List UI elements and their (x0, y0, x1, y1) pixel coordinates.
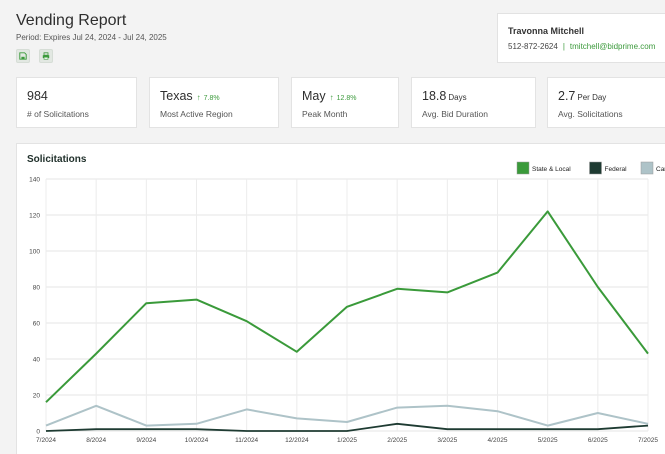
stat-unit: Days (448, 93, 467, 102)
y-tick-label: 0 (36, 429, 40, 436)
solicitations-line-chart: 0 20 40 60 80 100 120 140 7/2024 8/2024 9/2024 10/2… (29, 161, 665, 444)
series-line-canada (45, 404, 649, 427)
account-contact-card: Travonna Mitchell 512-872-2624 | tmitchell… (497, 13, 665, 63)
print-button[interactable] (39, 49, 53, 63)
y-tick-label: 20 (33, 393, 41, 400)
x-tick-label: 3/2025 (437, 437, 457, 444)
legend-swatch (516, 161, 530, 175)
x-tick-label: 5/2025 (538, 437, 558, 444)
x-tick-label: 7/2025 (638, 437, 658, 444)
arrow-up-icon: ↑ (196, 93, 201, 102)
stat-value: 984 (27, 89, 48, 103)
stat-value: May (302, 89, 326, 103)
stat-value: Texas (160, 89, 193, 103)
stat-card-avg-solicitations: 2.7 Per Day Avg. Solicitations (547, 77, 665, 128)
x-tick-label: 9/2024 (136, 437, 156, 444)
stat-delta: 7.8% (203, 95, 220, 102)
legend-swatch (640, 161, 654, 175)
stat-card-peak-month: May ↑ 12.8% Peak Month (291, 77, 399, 128)
y-tick-label: 60 (33, 321, 41, 328)
y-tick-label: 120 (29, 213, 40, 220)
y-tick-label: 80 (33, 285, 41, 292)
stat-unit: Per Day (577, 93, 607, 102)
x-tick-label: 8/2024 (86, 437, 106, 444)
contact-email-link[interactable]: tmitchell@bidprime.com (569, 42, 656, 51)
legend-label: State & Local (532, 166, 571, 173)
legend-swatch (589, 161, 602, 175)
stat-label: Most Active Region (160, 109, 233, 119)
legend-label: Federal (605, 166, 628, 173)
x-tick-label: 10/2024 (185, 437, 209, 444)
stat-value: 18.8 (422, 89, 447, 103)
x-tick-label: 12/2024 (285, 437, 309, 444)
stat-value: 2.7 (558, 89, 576, 103)
chart-title: Solicitations (27, 154, 87, 165)
y-tick-label: 100 (29, 249, 40, 256)
x-tick-label: 4/2025 (488, 437, 508, 444)
stat-label: # of Solicitations (27, 109, 89, 119)
x-tick-label: 6/2025 (588, 437, 608, 444)
save-button[interactable] (16, 49, 30, 63)
stat-card-region: Texas ↑ 7.8% Most Active Region (149, 77, 279, 128)
stat-label: Peak Month (302, 109, 348, 119)
x-tick-label: 11/2024 (235, 437, 258, 444)
contact-separator: | (562, 42, 565, 51)
y-tick-label: 140 (29, 177, 40, 184)
series-line-federal (45, 422, 649, 432)
page-title: Vending Report (16, 12, 127, 29)
save-icon (19, 52, 27, 60)
stat-card-solicitations: 984 # of Solicitations (16, 77, 137, 128)
x-tick-label: 7/2024 (36, 437, 56, 444)
contact-name: Travonna Mitchell (508, 26, 585, 36)
print-icon (42, 52, 50, 60)
stat-label: Avg. Solicitations (558, 109, 623, 119)
contact-phone: 512-872-2624 (508, 42, 558, 51)
x-tick-label: 2/2025 (387, 437, 407, 444)
solicitations-chart-card: Solicitations 0 20 40 60 80 100 120 140 7/2024 8/… (16, 143, 665, 454)
report-period: Period: Expires Jul 24, 2024 - Jul 24, 2… (16, 33, 167, 42)
stat-label: Avg. Bid Duration (422, 109, 488, 119)
stat-delta: 12.8% (336, 95, 357, 102)
stat-card-bid-duration: 18.8 Days Avg. Bid Duration (411, 77, 536, 128)
series-line-state-local (45, 210, 649, 403)
legend-label: Canada (656, 166, 665, 173)
x-tick-label: 1/2025 (337, 437, 357, 444)
arrow-up-icon: ↑ (329, 93, 334, 102)
y-tick-label: 40 (33, 357, 41, 364)
